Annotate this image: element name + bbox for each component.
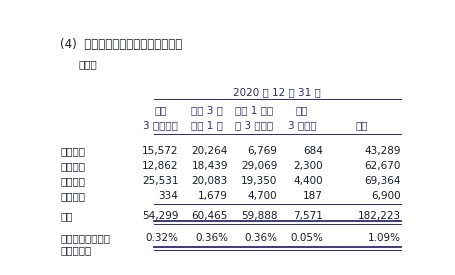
Text: 7,571: 7,571 xyxy=(293,211,323,221)
Text: 187: 187 xyxy=(303,191,323,201)
Text: 本集团: 本集团 xyxy=(78,59,97,70)
Text: 逾期 3 个: 逾期 3 个 xyxy=(191,105,222,115)
Text: 0.36%: 0.36% xyxy=(244,233,277,243)
Text: 信用贷款: 信用贷款 xyxy=(61,146,86,156)
Text: 6,769: 6,769 xyxy=(248,146,277,156)
Text: 684: 684 xyxy=(303,146,323,156)
Text: 43,289: 43,289 xyxy=(364,146,401,156)
Text: 62,670: 62,670 xyxy=(364,161,401,171)
Text: 占发放贷款和垫款
总额百分比: 占发放贷款和垫款 总额百分比 xyxy=(61,233,111,255)
Text: 1,679: 1,679 xyxy=(198,191,228,201)
Text: 合计: 合计 xyxy=(356,120,368,130)
Text: 3 个月以内: 3 个月以内 xyxy=(143,120,178,130)
Text: 29,069: 29,069 xyxy=(241,161,277,171)
Text: 0.32%: 0.32% xyxy=(146,233,178,243)
Text: 保证贷款: 保证贷款 xyxy=(61,161,86,171)
Text: 逾期: 逾期 xyxy=(155,105,167,115)
Text: 12,862: 12,862 xyxy=(142,161,178,171)
Text: 59,888: 59,888 xyxy=(241,211,277,221)
Text: 4,400: 4,400 xyxy=(293,176,323,186)
Text: 60,465: 60,465 xyxy=(192,211,228,221)
Text: 2,300: 2,300 xyxy=(293,161,323,171)
Text: 20,264: 20,264 xyxy=(192,146,228,156)
Text: 逾期: 逾期 xyxy=(296,105,308,115)
Text: 上 3 年以内: 上 3 年以内 xyxy=(235,120,273,130)
Text: 334: 334 xyxy=(159,191,178,201)
Text: 54,299: 54,299 xyxy=(142,211,178,221)
Text: 25,531: 25,531 xyxy=(142,176,178,186)
Text: 抵押贷款: 抵押贷款 xyxy=(61,176,86,186)
Text: (4)  已逾期贷款总额按逾期期限分析: (4) 已逾期贷款总额按逾期期限分析 xyxy=(61,38,182,51)
Text: 3 年以上: 3 年以上 xyxy=(288,120,316,130)
Text: 逾期 1 年以: 逾期 1 年以 xyxy=(235,105,273,115)
Text: 20,083: 20,083 xyxy=(192,176,228,186)
Text: 4,700: 4,700 xyxy=(248,191,277,201)
Text: 182,223: 182,223 xyxy=(358,211,401,221)
Text: 1.09%: 1.09% xyxy=(368,233,401,243)
Text: 0.36%: 0.36% xyxy=(195,233,228,243)
Text: 69,364: 69,364 xyxy=(364,176,401,186)
Text: 月至 1 年: 月至 1 年 xyxy=(191,120,222,130)
Text: 18,439: 18,439 xyxy=(192,161,228,171)
Text: 合计: 合计 xyxy=(61,211,73,221)
Text: 19,350: 19,350 xyxy=(241,176,277,186)
Text: 0.05%: 0.05% xyxy=(290,233,323,243)
Text: 2020 年 12 月 31 日: 2020 年 12 月 31 日 xyxy=(233,87,321,97)
Text: 15,572: 15,572 xyxy=(142,146,178,156)
Text: 6,900: 6,900 xyxy=(371,191,401,201)
Text: 质押贷款: 质押贷款 xyxy=(61,191,86,201)
